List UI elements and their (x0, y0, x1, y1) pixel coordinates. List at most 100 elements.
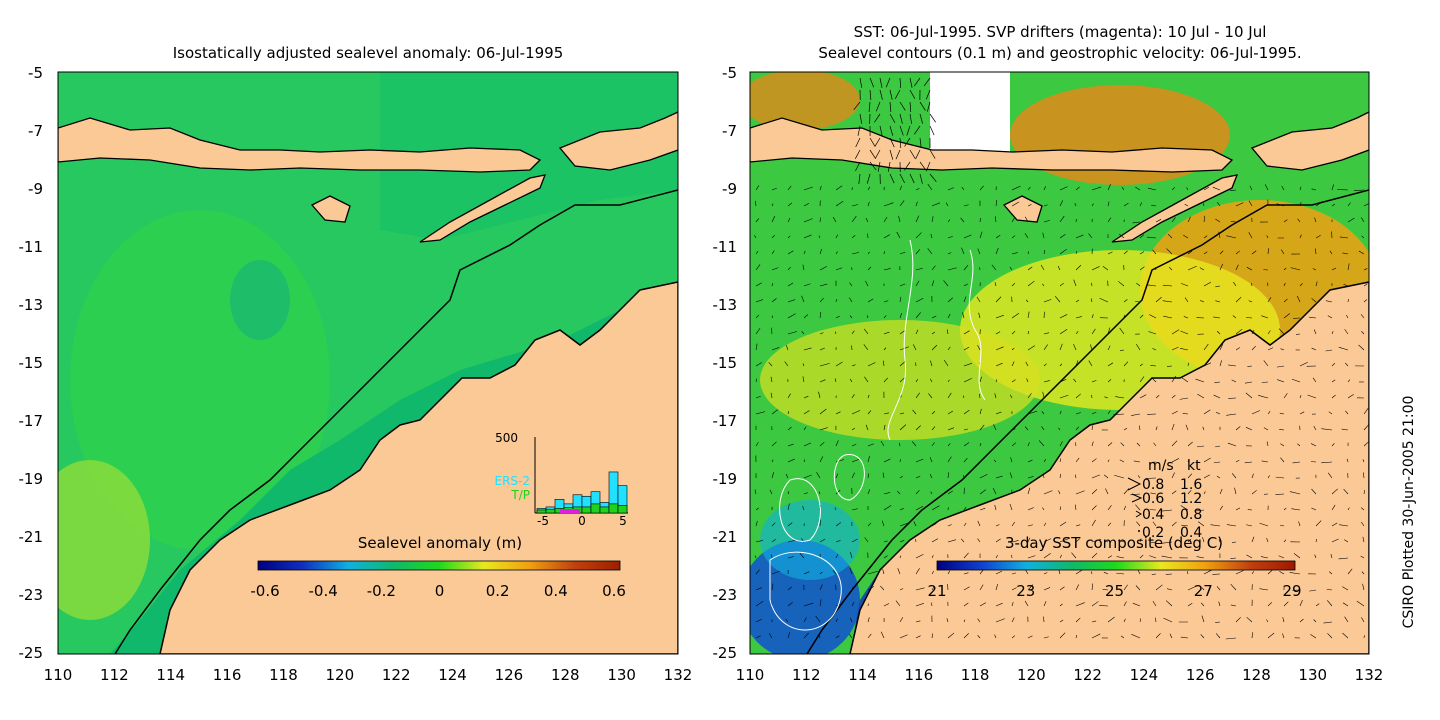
velocity-vector (1091, 489, 1098, 495)
velocity-vector (851, 443, 857, 447)
velocity-vector (1139, 394, 1147, 399)
velocity-vector (1152, 600, 1157, 607)
velocity-vector (1347, 202, 1351, 207)
velocity-vector (867, 201, 870, 207)
velocity-vector (1299, 283, 1303, 287)
velocity-vector (1267, 410, 1271, 415)
velocity-vector (819, 584, 823, 591)
velocity-vector (771, 459, 774, 463)
velocity-vector (755, 540, 764, 543)
velocity-vector (770, 392, 773, 399)
y-axis-label: -7 (28, 122, 43, 140)
velocity-vector (771, 315, 774, 319)
velocity-vector (991, 264, 997, 271)
velocity-vector (771, 234, 775, 239)
velocity-vector (1291, 508, 1301, 511)
velocity-vector (1027, 524, 1033, 527)
velocity-vector (995, 475, 1003, 479)
velocity-vector (1011, 635, 1016, 639)
velocity-vector (1279, 571, 1285, 575)
velocity-vector (755, 442, 759, 447)
velocity-vector (1180, 505, 1189, 511)
velocity-vector (869, 149, 876, 159)
velocity-vector (1155, 219, 1162, 223)
velocity-vector (1059, 554, 1062, 559)
velocity-vector (784, 361, 789, 367)
velocity-vector (1231, 473, 1237, 479)
velocity-vector (1138, 425, 1141, 431)
velocity-vector (755, 587, 762, 591)
velocity-vector (1245, 392, 1253, 399)
velocity-vector (883, 268, 891, 271)
velocity-vector (1296, 333, 1301, 335)
velocity-vector (1059, 632, 1066, 639)
velocity-vector (1346, 458, 1349, 463)
velocity-vector (1311, 507, 1317, 511)
velocity-vector (1136, 521, 1141, 527)
velocity-vector (1251, 490, 1257, 495)
velocity-vector (915, 603, 924, 607)
velocity-vector (947, 490, 953, 495)
velocity-vector (1312, 377, 1317, 383)
velocity-vector (1139, 363, 1143, 367)
velocity-vector (883, 603, 890, 607)
velocity-vector (1027, 204, 1032, 207)
velocity-legend-ms: m/s (1148, 458, 1174, 474)
velocity-vector (787, 266, 791, 271)
inset-bar-tp (590, 503, 601, 514)
x-axis-label: 124 (1130, 666, 1159, 684)
right-title-line2: Sealevel contours (0.1 m) and geostrophi… (818, 44, 1301, 62)
velocity-vector (1171, 186, 1176, 191)
velocity-vector (1202, 203, 1205, 207)
right-lesser-sunda (750, 117, 1234, 173)
velocity-vector (1347, 217, 1355, 223)
velocity-vector (883, 540, 888, 543)
velocity-vector (931, 523, 937, 527)
velocity-vector (929, 125, 935, 136)
velocity-vector (1155, 395, 1160, 399)
velocity-vector (889, 125, 894, 136)
velocity-vector (867, 489, 871, 495)
velocity-vector (1187, 250, 1193, 255)
velocity-vector (1328, 411, 1333, 415)
right-sealevel-contour-1 (887, 239, 914, 441)
velocity-vector (1283, 539, 1287, 543)
velocity-vector (1277, 379, 1285, 383)
velocity-vector (899, 101, 906, 111)
velocity-vector (1311, 488, 1317, 495)
velocity-vector (979, 489, 987, 495)
velocity-vector (1027, 251, 1029, 255)
velocity-vector (1202, 426, 1205, 431)
velocity-vector (978, 312, 981, 319)
velocity-vector (915, 215, 920, 223)
velocity-vector (927, 101, 931, 112)
velocity-vector (787, 522, 793, 527)
velocity-vector (869, 77, 875, 88)
velocity-vector (799, 553, 805, 559)
velocity-vector (947, 410, 954, 415)
velocity-vector (1009, 472, 1013, 479)
velocity-vector (832, 570, 837, 575)
velocity-vector (977, 634, 981, 639)
velocity-vector (1291, 378, 1301, 383)
velocity-vector (899, 412, 904, 415)
velocity-vector (1344, 539, 1349, 543)
velocity-vector (803, 617, 807, 623)
x-axis-label: 124 (438, 666, 467, 684)
velocity-vector (849, 617, 853, 623)
velocity-vector (1119, 459, 1125, 463)
velocity-vector (1299, 234, 1302, 239)
velocity-vector (803, 283, 811, 287)
velocity-vector (1311, 347, 1317, 351)
velocity-vector (1011, 379, 1016, 383)
velocity-vector (1040, 264, 1045, 271)
velocity-vector (867, 455, 870, 463)
velocity-vector (1323, 621, 1333, 624)
velocity-vector (929, 113, 936, 123)
velocity-vector (1099, 298, 1109, 303)
velocity-vector (1041, 426, 1045, 431)
velocity-vector (835, 267, 843, 271)
velocity-vector (868, 101, 871, 112)
velocity-vector (1266, 235, 1269, 239)
velocity-vector (755, 299, 764, 303)
